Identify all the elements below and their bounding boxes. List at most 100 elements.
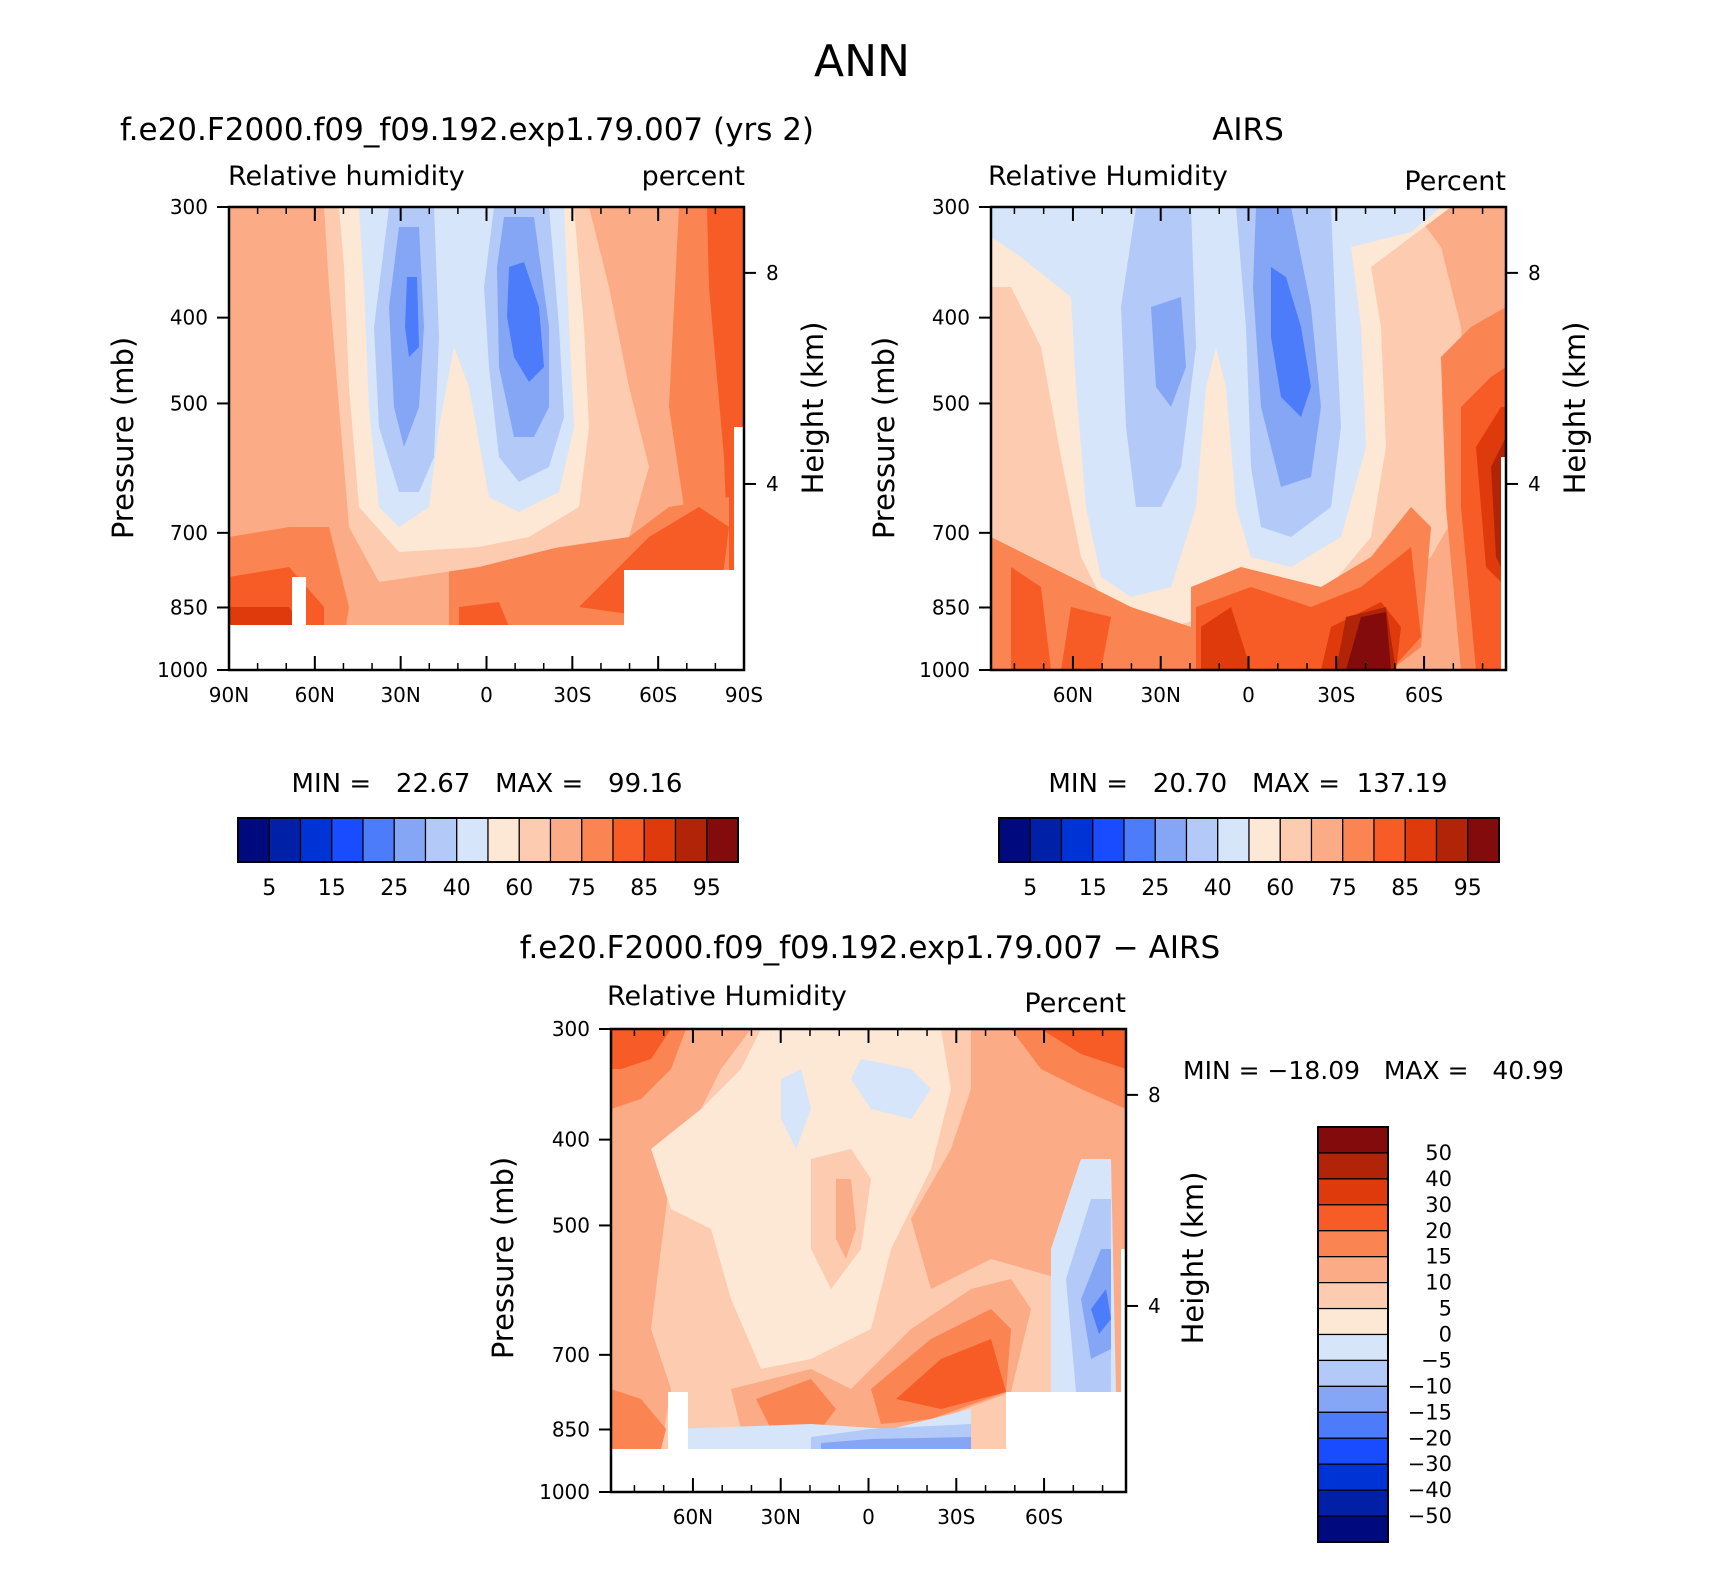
x-tick-label: 30S bbox=[553, 683, 591, 707]
colorbar-swatch bbox=[706, 817, 739, 863]
colorbar-swatch bbox=[1317, 1230, 1389, 1258]
y-tick-label: 400 bbox=[552, 1128, 590, 1152]
colorbar-swatch bbox=[1092, 817, 1125, 863]
height-tick-label: 4 bbox=[766, 472, 779, 496]
panel-diff-ylabel: Pressure (mb) bbox=[486, 1157, 520, 1359]
panel-diff: f.e20.F2000.f09_f09.192.exp1.79.007 − AI… bbox=[486, 930, 1564, 1543]
panel-diff-missing-notch bbox=[668, 1392, 688, 1449]
y-tick-label: 1000 bbox=[919, 658, 970, 682]
panel-airs-left-string: Relative Humidity bbox=[988, 161, 1228, 192]
colorbar-frame bbox=[237, 817, 739, 863]
colorbar-swatch bbox=[1317, 1307, 1389, 1336]
panel-diff-left-string: Relative Humidity bbox=[607, 981, 847, 1012]
y-tick-label: 700 bbox=[170, 521, 208, 545]
height-tick-label: 8 bbox=[1528, 261, 1541, 285]
x-tick-label: 60N bbox=[295, 683, 335, 707]
panel-model-stats: MIN = 22.67 MAX = 99.16 bbox=[292, 769, 683, 799]
panel-diff-contour-0 bbox=[651, 1029, 951, 1369]
panel-model-plot bbox=[227, 205, 746, 672]
colorbar-label: −20 bbox=[1408, 1426, 1452, 1450]
panel-diff-axes: 60N 30N 0 30S 60S 300 400 500 700 850 1000 8 4 bbox=[539, 1017, 1161, 1529]
colorbar-label: 5 bbox=[262, 876, 276, 901]
colorbar-swatch bbox=[424, 817, 458, 863]
colorbar-label: 20 bbox=[1425, 1219, 1452, 1243]
panel-diff-stats: MIN = −18.09 MAX = 40.99 bbox=[1183, 1056, 1564, 1085]
colorbar-swatch bbox=[1317, 1437, 1389, 1465]
y-tick-label: 700 bbox=[932, 521, 970, 545]
colorbar-label: −5 bbox=[1421, 1348, 1452, 1372]
height-tick-label: 8 bbox=[1148, 1083, 1161, 1107]
figure-title: ANN bbox=[814, 36, 910, 87]
colorbar-label: 95 bbox=[1454, 876, 1482, 901]
x-tick-label: 90S bbox=[725, 683, 763, 707]
panel-diff-contour-10-north bbox=[611, 1029, 751, 1449]
panel-airs-stats: MIN = 20.70 MAX = 137.19 bbox=[1048, 769, 1447, 799]
x-tick-label: 90N bbox=[209, 683, 249, 707]
y-tick-label: 850 bbox=[932, 596, 970, 620]
panel-airs-right-string: Percent bbox=[1404, 166, 1506, 197]
colorbar-swatch bbox=[1317, 1489, 1389, 1517]
x-tick-label: 60S bbox=[1405, 683, 1443, 707]
colorbar-label: 40 bbox=[1425, 1167, 1452, 1191]
colorbar-label: −30 bbox=[1408, 1452, 1452, 1476]
panel-airs: AIRS Relative Humidity Percent bbox=[867, 112, 1592, 901]
colorbar-swatch bbox=[1317, 1178, 1389, 1206]
colorbar-swatch bbox=[1317, 1359, 1389, 1387]
panel-airs-colorbar: 5 15 25 40 60 75 85 95 bbox=[998, 817, 1500, 901]
x-tick-label: 60N bbox=[1053, 683, 1093, 707]
x-tick-label: 0 bbox=[1242, 683, 1255, 707]
panel-model-missing-pole bbox=[734, 427, 744, 570]
panel-model-ylabel: Pressure (mb) bbox=[106, 337, 140, 539]
colorbar-label: 25 bbox=[1141, 876, 1169, 901]
colorbar-swatch bbox=[1060, 817, 1094, 863]
panel-airs-ylabel-right: Height (km) bbox=[1558, 322, 1592, 495]
colorbar-swatch bbox=[1373, 817, 1406, 863]
colorbar-label: −50 bbox=[1408, 1504, 1452, 1528]
colorbar-swatch bbox=[1154, 817, 1188, 863]
colorbar-label: 0 bbox=[1439, 1323, 1452, 1347]
colorbar-swatch bbox=[1279, 817, 1313, 863]
panel-airs-contour-lowlevel-south-3 bbox=[1346, 612, 1391, 670]
colorbar-swatch bbox=[998, 817, 1031, 863]
colorbar-frame bbox=[1317, 1126, 1389, 1543]
colorbar-label: 25 bbox=[380, 876, 408, 901]
panel-model-contour-20-right bbox=[507, 262, 544, 382]
panel-diff-contour-neg5-top bbox=[781, 1069, 811, 1149]
y-tick-label: 400 bbox=[170, 306, 208, 330]
panel-diff-contour-10-mid bbox=[836, 1179, 856, 1259]
colorbar-swatch bbox=[1435, 817, 1469, 863]
colorbar-label: 60 bbox=[505, 876, 533, 901]
colorbar-swatch bbox=[1342, 817, 1375, 863]
panel-diff-contour-lowlevel-band-4 bbox=[896, 1339, 1006, 1409]
colorbar-swatch bbox=[1185, 817, 1219, 863]
colorbar-swatch bbox=[1317, 1152, 1389, 1180]
panel-diff-missing-southern bbox=[1006, 1392, 1126, 1449]
panel-diff-ylabel-right: Height (km) bbox=[1176, 1172, 1210, 1345]
y-tick-label: 700 bbox=[552, 1343, 590, 1367]
colorbar-label: 10 bbox=[1425, 1271, 1452, 1295]
colorbar-swatch bbox=[1310, 817, 1344, 863]
colorbar-swatch bbox=[268, 817, 302, 863]
y-tick-label: 500 bbox=[932, 391, 970, 415]
colorbar-frame bbox=[998, 817, 1500, 863]
x-tick-label: 0 bbox=[862, 1505, 875, 1529]
y-tick-label: 400 bbox=[932, 306, 970, 330]
colorbar-label: 5 bbox=[1023, 876, 1037, 901]
colorbar-label: −40 bbox=[1408, 1478, 1452, 1502]
y-tick-label: 1000 bbox=[157, 658, 208, 682]
panel-airs-contour-30-left bbox=[1151, 297, 1186, 407]
colorbar-swatch bbox=[237, 817, 270, 863]
panel-airs-missing-pole bbox=[1501, 457, 1506, 670]
colorbar-swatch bbox=[1317, 1126, 1389, 1154]
colorbar-swatch bbox=[1317, 1256, 1389, 1284]
panel-diff-contour-south-3 bbox=[1041, 1029, 1126, 1069]
colorbar-label: 40 bbox=[1204, 876, 1232, 901]
panel-diff-contour-neg5-top-2 bbox=[851, 1059, 931, 1119]
panel-model-axes: 90N 60N 30N 0 30S 60S 90S 300 400 500 700 850 1000 8 4 bbox=[157, 195, 779, 707]
x-tick-label: 30N bbox=[761, 1505, 801, 1529]
colorbar-swatch bbox=[456, 817, 489, 863]
x-tick-label: 30N bbox=[1141, 683, 1181, 707]
colorbar-label: 95 bbox=[693, 876, 721, 901]
panel-diff-contour-neg-bottom-3 bbox=[821, 1437, 971, 1449]
